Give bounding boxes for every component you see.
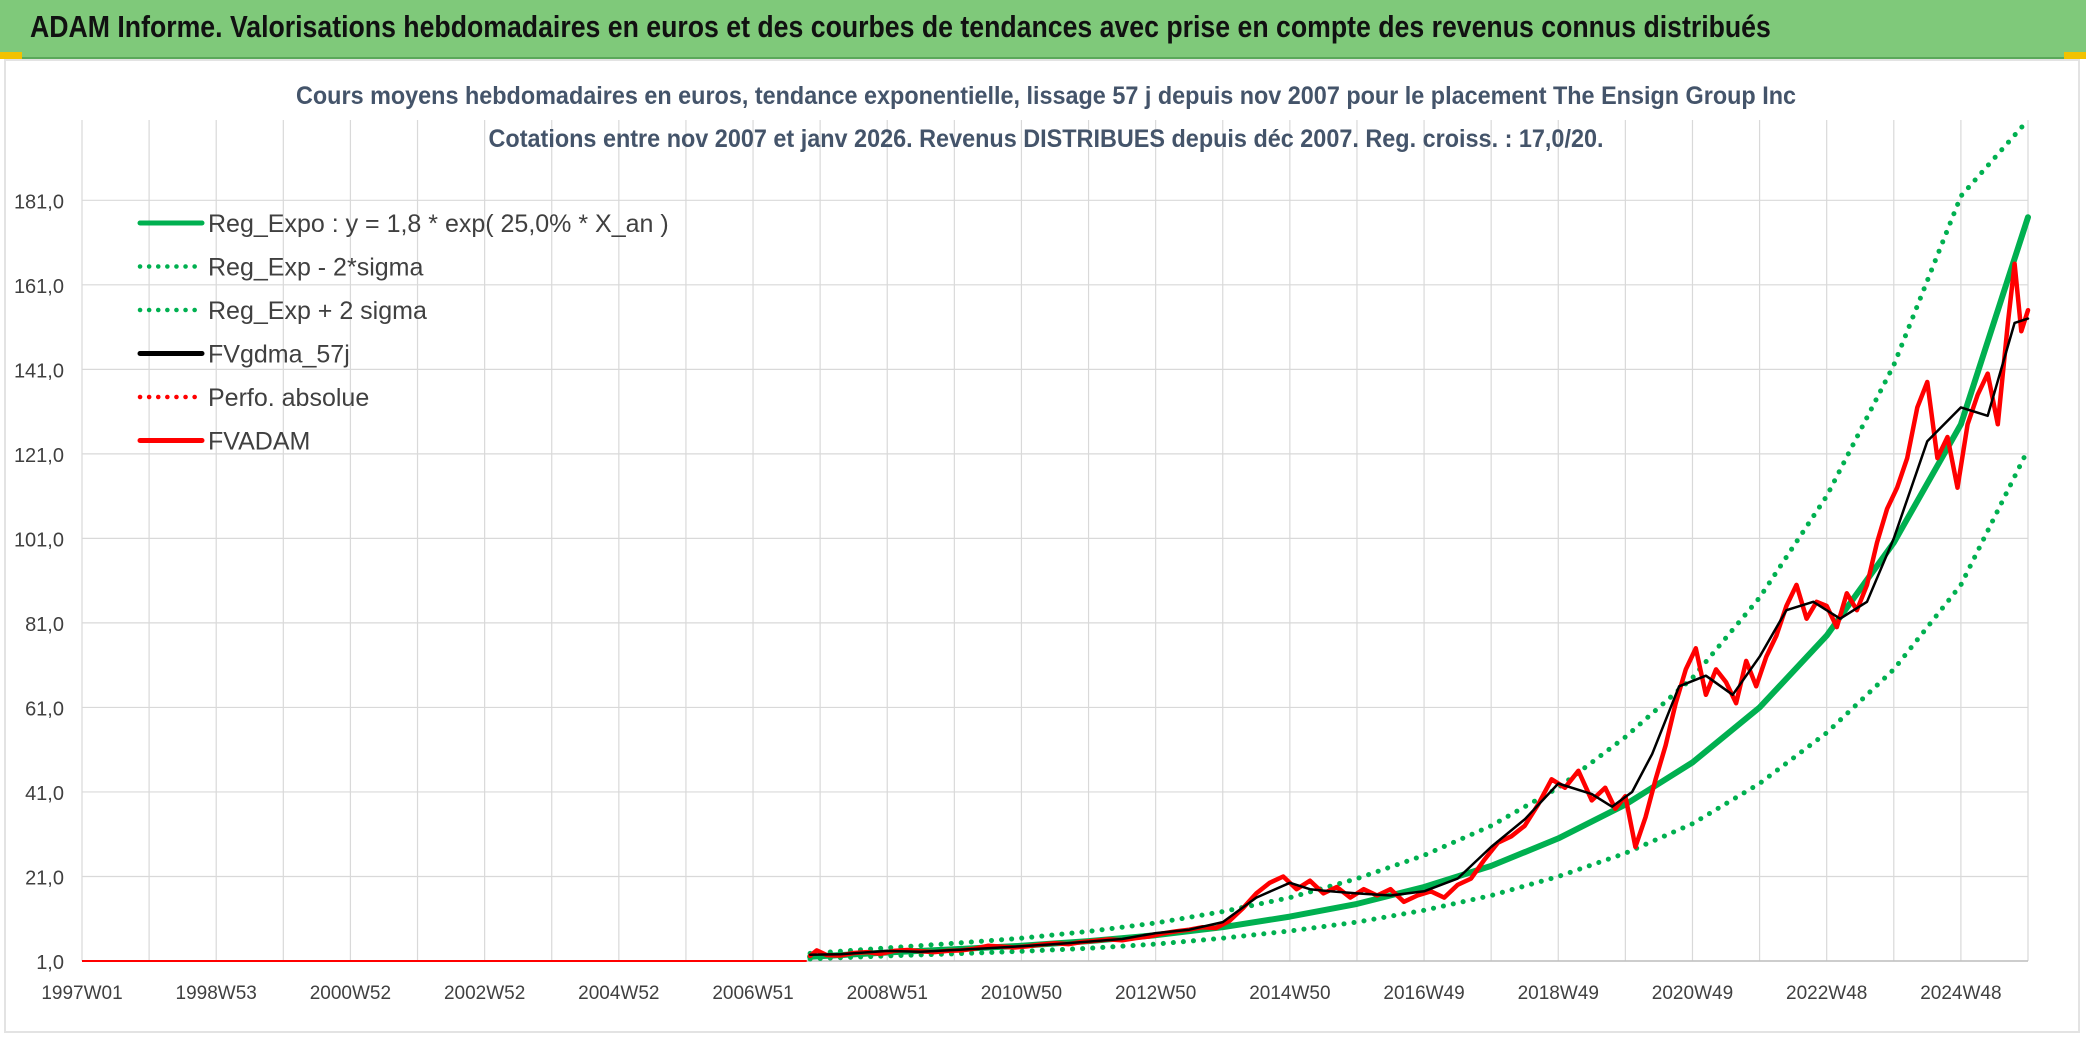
series-line-1 <box>807 214 2031 960</box>
x-tick-label: 1997W01 <box>41 983 122 1004</box>
x-tick-label: 2000W52 <box>310 983 391 1004</box>
x-tick-label: 2008W51 <box>847 983 928 1004</box>
x-tick-label: 2002W52 <box>444 983 525 1004</box>
y-tick-label: 81,0 <box>25 614 64 636</box>
y-tick-label: 141,0 <box>14 360 64 382</box>
y-tick-label: 61,0 <box>25 698 64 720</box>
x-tick-label: 2010W50 <box>981 983 1062 1004</box>
trend-chart: 1,0 21,0 41,0 61,0 81,0 101,0 121,0 141,0 161,0 1… <box>14 82 2031 1004</box>
legend-label: FVgdma_57j <box>208 341 350 369</box>
x-tick-label: 2016W49 <box>1383 983 1464 1004</box>
chart-axes: 1,0 21,0 41,0 61,0 81,0 101,0 121,0 141,0 161,0 1… <box>14 191 2028 1004</box>
legend-label: Reg_Exp + 2 sigma <box>208 297 427 325</box>
y-tick-label: 121,0 <box>14 445 64 467</box>
series-line-3 <box>807 117 2031 956</box>
series-line-2 <box>807 447 2031 962</box>
x-tick-label: 1998W53 <box>176 983 257 1004</box>
y-tick-label: 181,0 <box>14 191 64 213</box>
x-tick-label: 2020W49 <box>1652 983 1733 1004</box>
report-header-banner: ADAM Informe. Valorisations hebdomadaire… <box>0 0 2086 59</box>
y-tick-label: 21,0 <box>25 867 64 889</box>
legend-label: FVADAM <box>208 428 310 456</box>
x-tick-label: 2006W51 <box>712 983 793 1004</box>
x-tick-label: 2022W48 <box>1786 983 1867 1004</box>
corner-marker-right <box>2064 52 2086 59</box>
legend-label: Perfo. absolue <box>208 384 369 412</box>
chart-series <box>82 117 2031 962</box>
x-tick-label: 2024W48 <box>1920 983 2001 1004</box>
chart-grid <box>81 120 2029 962</box>
x-tick-label: 2014W50 <box>1249 983 1330 1004</box>
corner-marker-left <box>0 52 22 59</box>
y-tick-label: 1,0 <box>36 952 64 974</box>
chart-legend: Reg_Expo : y = 1,8 * exp( 25,0% * X_an )… <box>137 210 669 456</box>
chart-frame: 1,0 21,0 41,0 61,0 81,0 101,0 121,0 141,0 161,0 1… <box>4 59 2080 1033</box>
chart-title: Cours moyens hebdomadaires en euros, ten… <box>296 82 1796 110</box>
y-tick-label: 101,0 <box>14 529 64 551</box>
legend-label: Reg_Exp - 2*sigma <box>208 254 423 282</box>
y-tick-label: 41,0 <box>25 783 64 805</box>
chart-subtitle: Cotations entre nov 2007 et janv 2026. R… <box>489 125 1604 153</box>
legend-label: Reg_Expo : y = 1,8 * exp( 25,0% * X_an ) <box>208 210 669 238</box>
series-line-4 <box>808 317 2030 956</box>
x-tick-label: 2012W50 <box>1115 983 1196 1004</box>
x-tick-label: 2018W49 <box>1518 983 1599 1004</box>
y-tick-label: 161,0 <box>14 276 64 298</box>
x-tick-label: 2004W52 <box>578 983 659 1004</box>
report-title: ADAM Informe. Valorisations hebdomadaire… <box>30 9 1771 44</box>
